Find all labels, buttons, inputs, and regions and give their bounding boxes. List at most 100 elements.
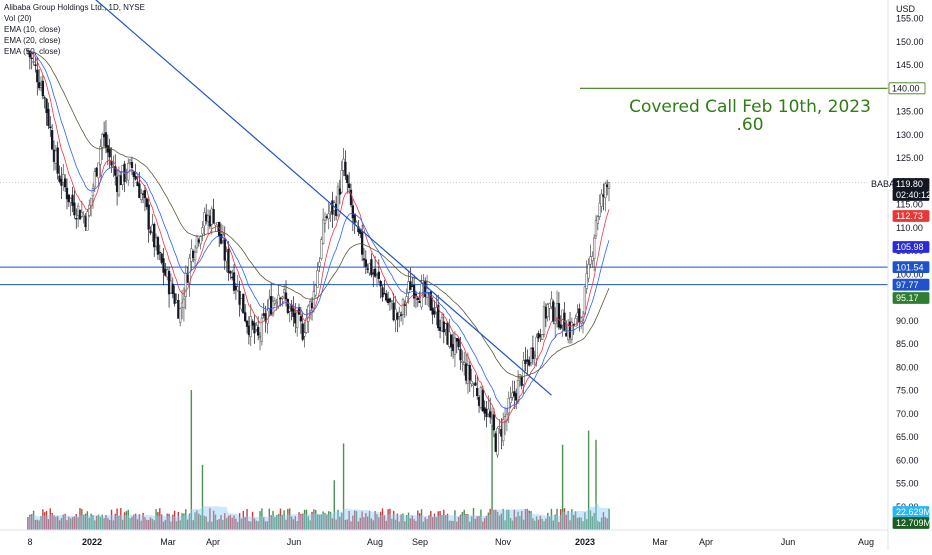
candle-body <box>487 408 490 415</box>
candle-body <box>197 239 200 243</box>
volume-bar <box>450 520 452 530</box>
volume-bar <box>222 519 224 530</box>
volume-bar <box>153 520 155 530</box>
candle-body <box>67 194 70 203</box>
candle-body <box>310 302 314 309</box>
volume-bar <box>116 508 118 530</box>
volume-bar <box>136 519 139 530</box>
volume-bar <box>448 520 451 530</box>
volume-bar <box>166 513 168 530</box>
volume-bar <box>264 521 267 530</box>
legend-ema50[interactable]: EMA (50, close) <box>4 47 61 56</box>
volume-bar <box>276 515 278 530</box>
candle-body <box>492 414 496 431</box>
candle-body <box>346 175 349 184</box>
candle-body <box>32 61 35 63</box>
candle-body <box>325 216 329 219</box>
candle-body <box>431 307 434 315</box>
volume-bar <box>519 515 521 530</box>
volume-bar <box>602 512 605 530</box>
volume-bar <box>266 521 269 530</box>
candle-body <box>455 338 458 342</box>
candle-body <box>268 298 271 309</box>
volume-bar <box>381 508 384 530</box>
candle-body <box>390 300 393 302</box>
candle-body <box>433 310 436 315</box>
volume-bar <box>560 509 562 530</box>
candle-body <box>446 322 449 345</box>
volume-bar <box>172 514 174 530</box>
volume-bar <box>144 517 146 530</box>
candle-body <box>153 223 156 248</box>
y-tick-label: 135.00 <box>896 107 924 117</box>
x-tick-label: Nov <box>495 537 512 547</box>
candle-body <box>36 69 39 83</box>
price-tag-volume: 12.709M <box>896 518 931 528</box>
price-tag-symbol: BABA <box>871 179 895 189</box>
volume-bar <box>155 509 157 530</box>
candle-body <box>219 233 223 244</box>
legend-ema10[interactable]: EMA (10, close) <box>4 25 61 34</box>
volume-bar <box>58 520 61 530</box>
volume-bar <box>32 510 35 530</box>
candle-body <box>60 178 63 186</box>
candle-body <box>231 276 234 279</box>
volume-bar <box>140 520 142 530</box>
volume-bar <box>142 512 144 530</box>
volume-bar <box>335 519 337 530</box>
volume-bar <box>177 511 180 530</box>
volume-bar <box>205 516 207 530</box>
legend-symbol[interactable]: Alibaba Group Holdings Ltd., 1D, NYSE <box>4 3 145 12</box>
volume-bar <box>326 514 328 530</box>
candle-body <box>76 205 80 216</box>
candle-body <box>212 209 215 224</box>
candle-body <box>375 273 379 276</box>
volume-bar <box>443 509 445 530</box>
candle-body <box>39 85 43 88</box>
candle-body <box>535 336 538 359</box>
candle-body <box>97 162 100 179</box>
volume-bar <box>34 520 37 530</box>
candle-body <box>52 149 56 162</box>
candle-body <box>216 222 219 226</box>
x-tick-label: Apr <box>699 537 713 547</box>
candle-body <box>370 259 373 276</box>
candle-body <box>262 313 265 316</box>
volume-bar <box>411 515 413 530</box>
volume-bar <box>433 513 436 530</box>
volume-bar <box>175 521 178 530</box>
candle-body <box>208 215 212 227</box>
candle-body <box>509 397 512 403</box>
candle-body <box>483 407 486 414</box>
downtrend-line[interactable] <box>80 0 552 396</box>
volume-bar <box>539 515 542 530</box>
candle-body <box>121 165 124 185</box>
candle-body <box>260 317 264 342</box>
volume-bar <box>504 520 506 530</box>
volume-bar <box>496 511 499 530</box>
volume-bar <box>220 515 222 530</box>
legend-vol[interactable]: Vol (20) <box>4 14 32 23</box>
candle-body <box>308 301 312 311</box>
annotation-line-2: .60 <box>736 115 764 135</box>
volume-bar <box>379 511 382 530</box>
volume-bar <box>101 514 103 530</box>
candle-body <box>242 293 245 314</box>
volume-bar <box>578 517 581 530</box>
volume-bar <box>133 514 135 530</box>
candle-body <box>143 190 147 199</box>
legend-ema20[interactable]: EMA (20, close) <box>4 36 61 45</box>
volume-bar <box>597 520 599 530</box>
volume-bar <box>385 520 387 530</box>
volume-bar <box>407 512 410 530</box>
candle-body <box>45 98 48 113</box>
volume-bar <box>99 516 102 530</box>
volume-bar <box>487 512 490 530</box>
volume-bar <box>261 508 263 530</box>
price-tag-bg <box>892 189 930 201</box>
candle-body <box>244 312 247 322</box>
candle-body <box>277 294 280 307</box>
candle-body <box>323 220 327 224</box>
